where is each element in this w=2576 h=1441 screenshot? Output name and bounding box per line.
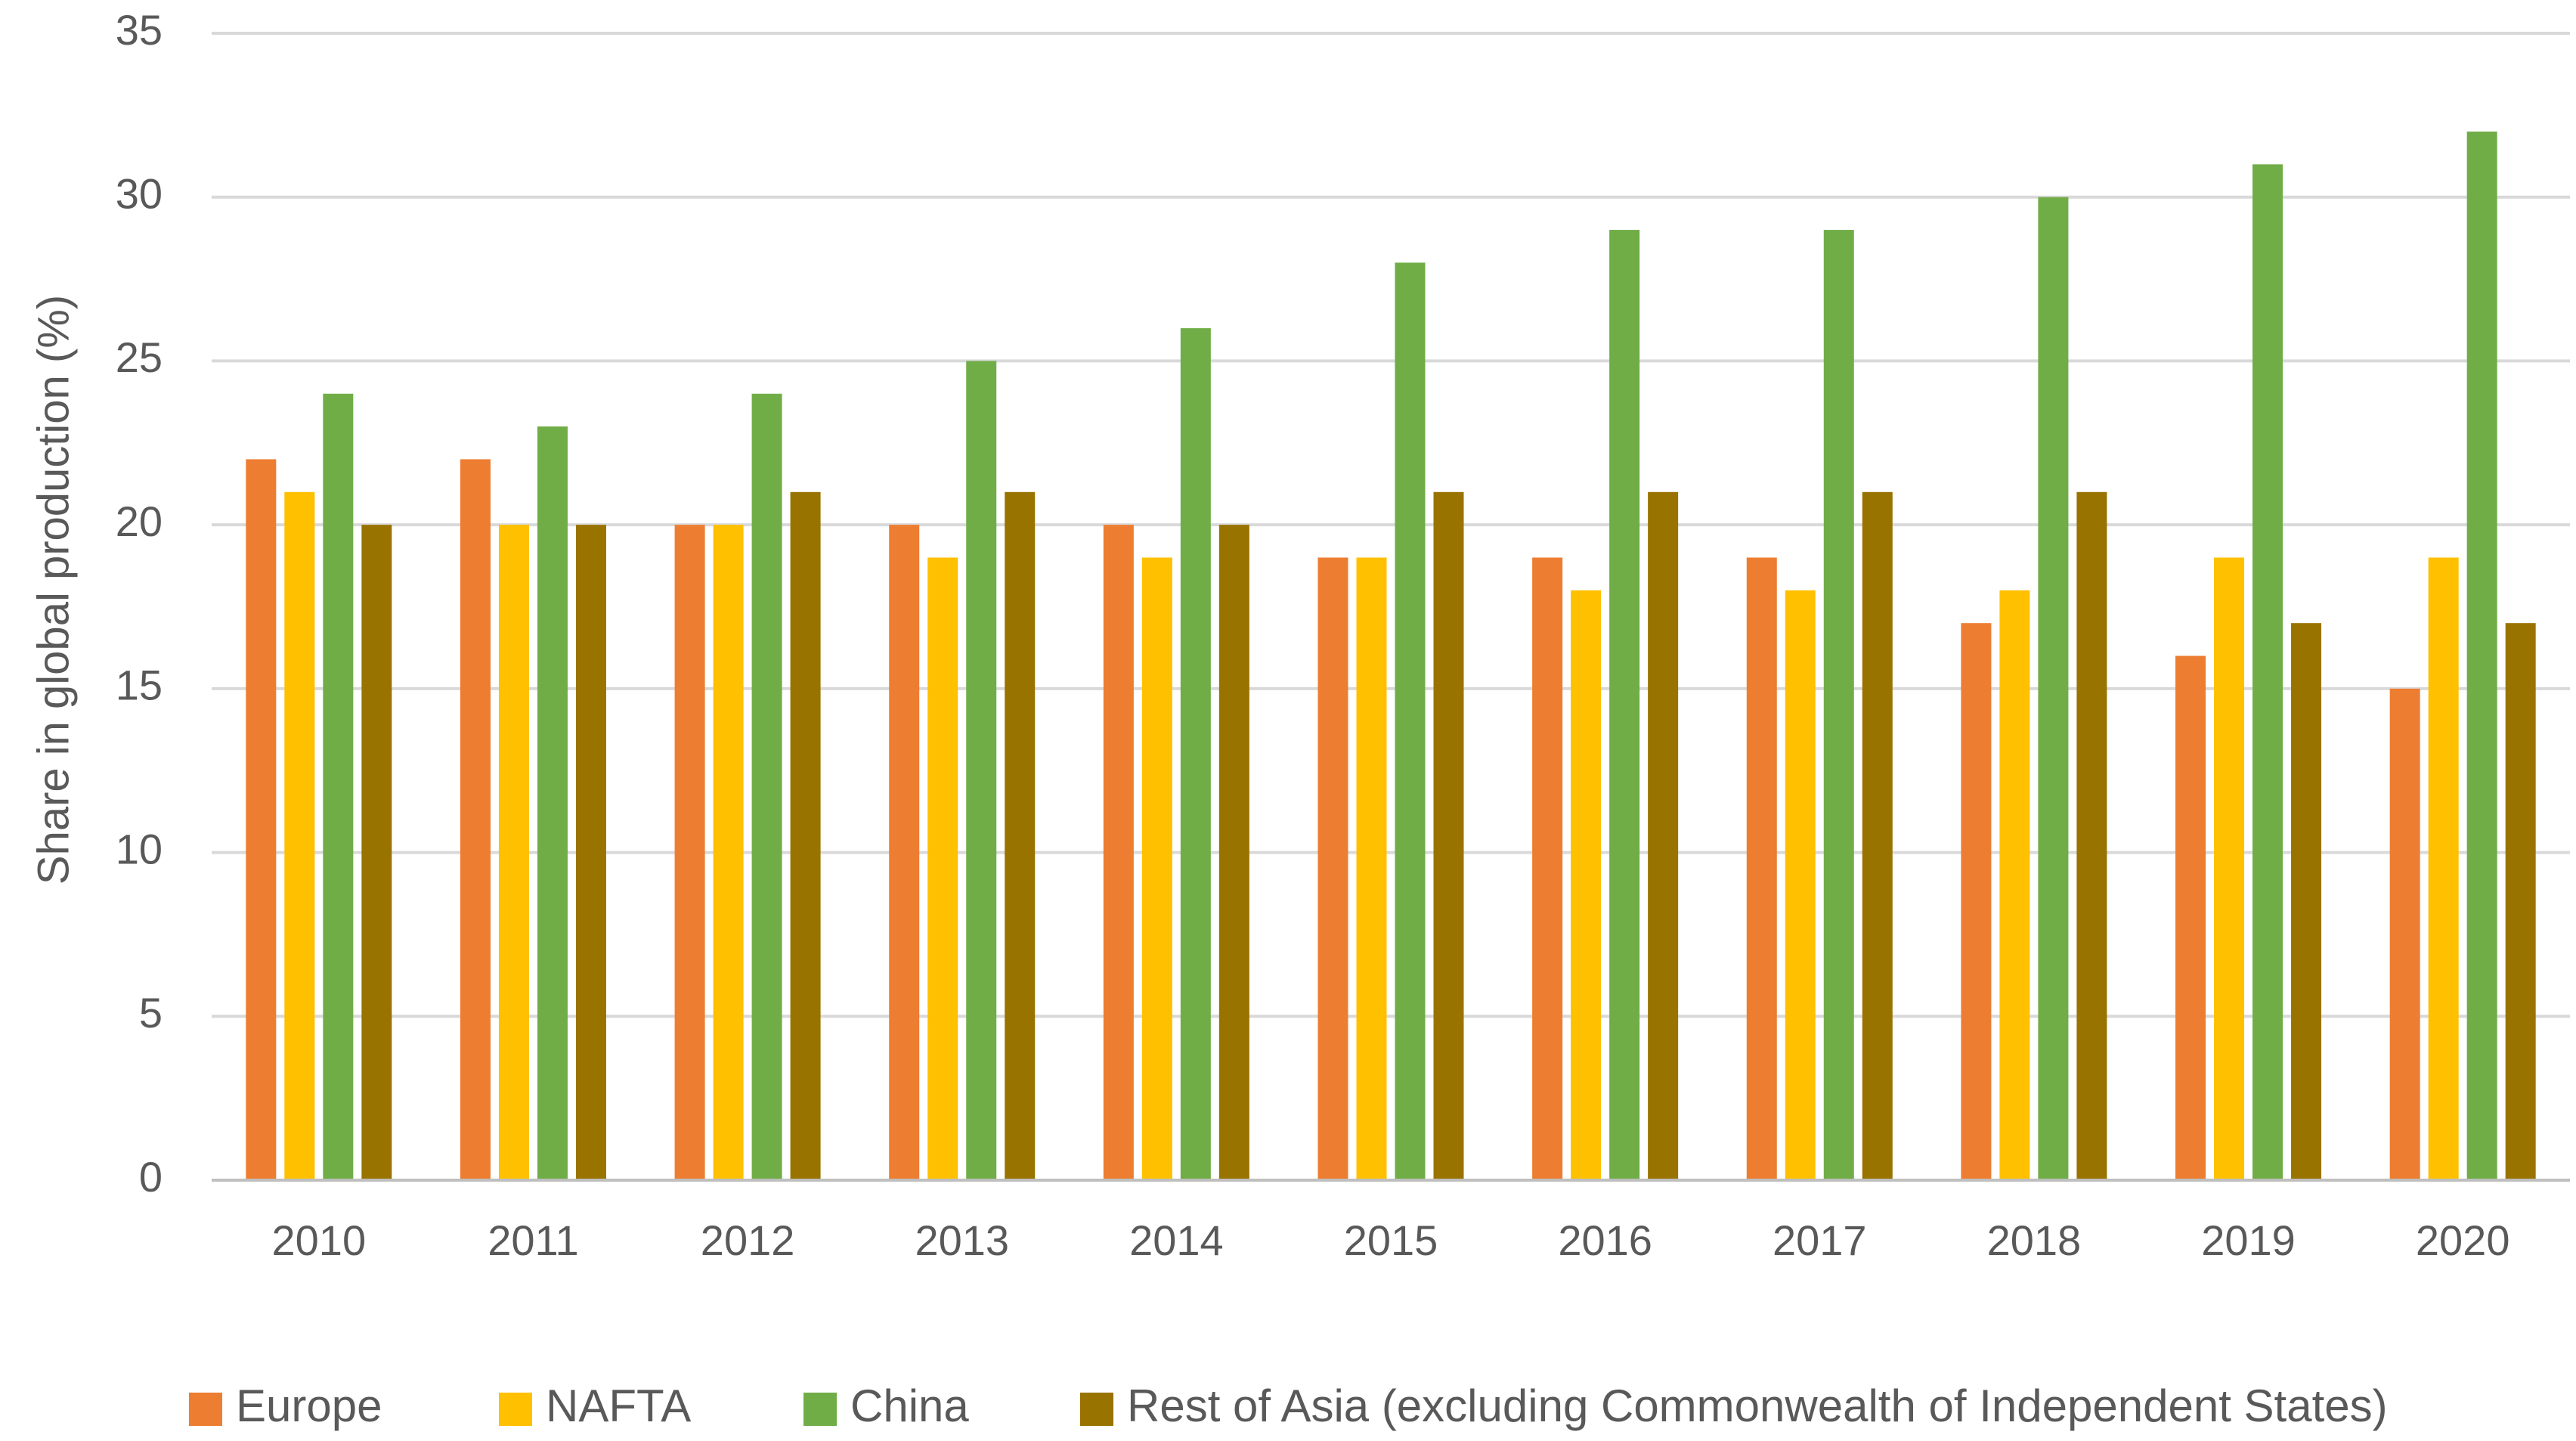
bar-rest-2013 (1005, 491, 1036, 1180)
legend-swatch-europe (189, 1393, 222, 1426)
bar-rest-2012 (790, 491, 821, 1180)
bar-europe-2013 (889, 525, 920, 1180)
legend-swatch-rest (1080, 1393, 1113, 1426)
x-tick-label: 2013 (915, 1216, 1009, 1264)
legend-swatch-nafta (499, 1393, 532, 1426)
bar-rest-2015 (1433, 491, 1464, 1180)
bar-europe-2016 (1532, 557, 1563, 1180)
bar-europe-2010 (246, 459, 277, 1180)
bar-europe-2011 (460, 459, 491, 1180)
x-tick-label: 2016 (1558, 1216, 1652, 1264)
bar-china-2016 (1609, 230, 1640, 1180)
legend-swatch-china (803, 1393, 837, 1426)
y-tick-label: 5 (139, 989, 163, 1037)
y-tick-label: 15 (116, 662, 163, 709)
bar-china-2013 (966, 361, 997, 1180)
bar-nafta-2014 (1141, 557, 1172, 1180)
y-axis-title: Share in global production (%) (29, 295, 78, 885)
bar-china-2012 (751, 393, 782, 1180)
x-tick-label: 2010 (272, 1216, 367, 1264)
bar-nafta-2016 (1571, 590, 1602, 1180)
y-tick-label: 25 (116, 333, 163, 381)
bar-china-2015 (1395, 262, 1426, 1180)
bar-rest-2010 (361, 525, 392, 1180)
bar-rest-2017 (1862, 491, 1893, 1180)
x-tick-label: 2020 (2416, 1216, 2510, 1264)
x-tick-label: 2015 (1344, 1216, 1438, 1264)
bar-nafta-2017 (1785, 590, 1816, 1180)
bar-europe-2015 (1317, 557, 1348, 1180)
bar-rest-2016 (1648, 491, 1679, 1180)
x-tick-label: 2012 (701, 1216, 795, 1264)
bar-china-2010 (323, 393, 354, 1180)
y-tick-label: 35 (116, 6, 163, 54)
y-tick-labels: 0 5 10 15 20 25 30 35 (116, 6, 163, 1201)
x-tick-label: 2014 (1129, 1216, 1224, 1264)
bar-europe-2017 (1746, 557, 1777, 1180)
bar-rest-2011 (575, 525, 606, 1180)
bar-nafta-2018 (1999, 590, 2030, 1180)
x-tick-label: 2018 (1987, 1216, 2082, 1264)
bar-europe-2012 (674, 525, 705, 1180)
bar-rest-2014 (1218, 525, 1249, 1180)
bar-china-2018 (2038, 197, 2069, 1180)
bar-china-2014 (1180, 328, 1211, 1181)
legend-label-rest: Rest of Asia (excluding Commonwealth of … (1127, 1381, 2388, 1431)
y-tick-label: 10 (116, 825, 163, 872)
bar-europe-2018 (1961, 623, 1992, 1180)
legend: Europe NAFTA China Rest of Asia (excluding … (189, 1381, 2388, 1431)
y-tick-label: 20 (116, 497, 163, 545)
bar-nafta-2011 (498, 525, 529, 1180)
bar-china-2019 (2252, 164, 2283, 1180)
y-tick-label: 0 (139, 1153, 163, 1201)
bar-nafta-2015 (1356, 557, 1387, 1180)
bars (246, 132, 2536, 1181)
bar-china-2017 (1823, 230, 1854, 1180)
bar-china-2011 (537, 426, 568, 1180)
bar-europe-2019 (2175, 655, 2206, 1180)
legend-label-europe: Europe (236, 1381, 382, 1431)
x-tick-label: 2011 (488, 1216, 578, 1264)
legend-label-china: China (850, 1381, 969, 1431)
y-tick-label: 30 (116, 170, 163, 218)
bar-nafta-2012 (713, 525, 744, 1180)
bar-china-2020 (2466, 132, 2497, 1180)
x-tick-labels: 2010 2011 2012 2013 2014 2015 2016 2017 2018 2019… (272, 1216, 2510, 1264)
bar-europe-2014 (1103, 525, 1134, 1180)
bar-nafta-2013 (927, 557, 958, 1180)
bar-nafta-2020 (2428, 557, 2459, 1180)
bar-nafta-2010 (284, 491, 315, 1180)
bar-europe-2020 (2389, 688, 2420, 1180)
legend-label-nafta: NAFTA (546, 1381, 691, 1431)
x-tick-label: 2019 (2201, 1216, 2296, 1264)
x-tick-label: 2017 (1773, 1216, 1867, 1264)
bar-rest-2019 (2291, 623, 2322, 1180)
bar-nafta-2019 (2214, 557, 2245, 1180)
bar-rest-2018 (2076, 491, 2107, 1180)
bar-rest-2020 (2505, 623, 2536, 1180)
